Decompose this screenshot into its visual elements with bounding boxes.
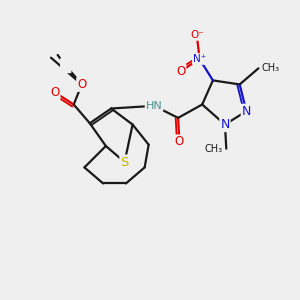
Text: N: N [220, 118, 230, 131]
Text: O: O [61, 59, 70, 72]
Text: N: N [242, 105, 251, 118]
Text: CH₃: CH₃ [204, 144, 222, 154]
Text: CH₃: CH₃ [261, 63, 279, 74]
Text: O: O [50, 86, 60, 99]
Text: O: O [77, 78, 86, 91]
Text: N⁺: N⁺ [193, 54, 206, 64]
Text: O⁻: O⁻ [190, 30, 204, 40]
Text: O: O [65, 51, 66, 52]
Text: O: O [176, 64, 185, 77]
Text: HN: HN [146, 101, 162, 111]
Text: O: O [67, 64, 68, 65]
Text: S: S [120, 155, 129, 169]
Text: O: O [61, 59, 70, 72]
Text: O: O [175, 136, 184, 148]
